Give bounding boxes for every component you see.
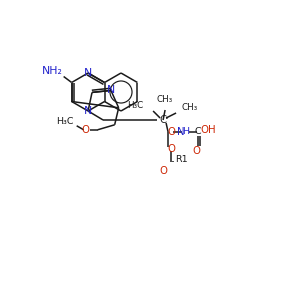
Text: CH₃: CH₃ (182, 103, 198, 112)
Text: N: N (177, 127, 185, 137)
Text: O: O (82, 125, 90, 135)
Text: N: N (84, 68, 92, 78)
Text: C: C (160, 115, 167, 125)
Text: O: O (167, 144, 175, 154)
Text: R1: R1 (175, 155, 188, 164)
Text: H: H (183, 128, 190, 136)
Text: H₃C: H₃C (56, 117, 74, 126)
Text: N: N (107, 85, 115, 95)
Text: NH₂: NH₂ (42, 67, 63, 76)
Text: C: C (195, 128, 201, 136)
Text: N: N (84, 106, 92, 116)
Text: H₃C: H₃C (127, 100, 143, 109)
Text: O: O (192, 146, 200, 156)
Text: O: O (167, 127, 175, 137)
Text: CH₃: CH₃ (157, 95, 173, 104)
Text: OH: OH (200, 125, 216, 135)
Text: ·: · (165, 113, 169, 127)
Text: O: O (159, 166, 167, 176)
